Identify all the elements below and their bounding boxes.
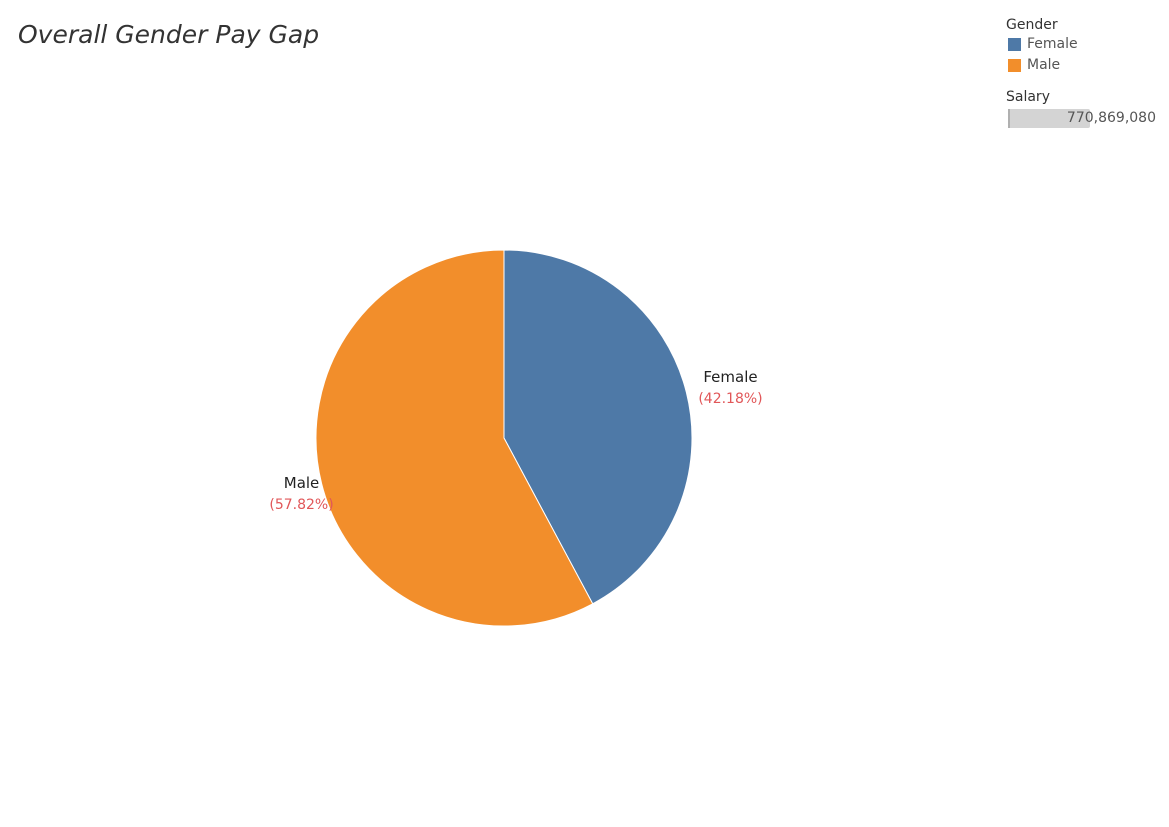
- legend-label-male: Male: [1027, 57, 1061, 73]
- salary-size-bar: [1008, 109, 1090, 128]
- chart-title: Overall Gender Pay Gap: [18, 20, 320, 49]
- pie-slice-male[interactable]: [315, 249, 594, 627]
- pie-label-female: Female: [703, 368, 757, 386]
- pie-percent-female: (42.18%): [698, 391, 762, 407]
- legend-swatch-male: [1008, 59, 1021, 72]
- legend-gender-title: Gender: [1006, 17, 1058, 33]
- legend: Gender Female Male Salary 770,869,080: [1006, 16, 1156, 128]
- pie-label-male: Male: [284, 474, 320, 492]
- pie-percent-male: (57.82%): [269, 497, 333, 513]
- legend-swatch-female: [1008, 38, 1021, 51]
- legend-item-male[interactable]: Male: [1006, 55, 1156, 76]
- pie-slice-female[interactable]: [503, 249, 693, 605]
- legend-label-female: Female: [1027, 36, 1078, 52]
- salary-value: 770,869,080: [1066, 110, 1156, 126]
- legend-salary-title: Salary: [1006, 89, 1050, 105]
- legend-item-female[interactable]: Female: [1006, 34, 1156, 55]
- salary-size-tick: [1008, 109, 1010, 128]
- salary-size-legend: 770,869,080: [1006, 109, 1156, 128]
